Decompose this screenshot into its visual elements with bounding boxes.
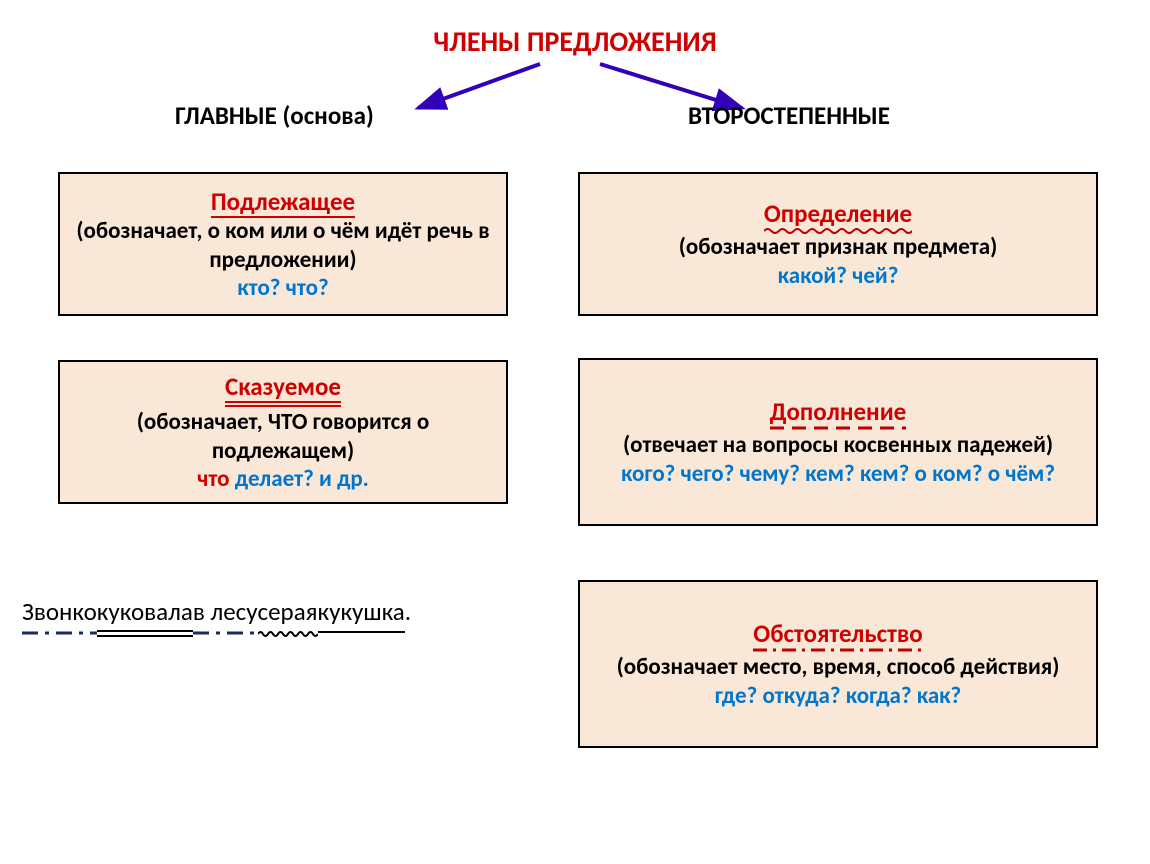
box-subject-desc: (обозначает, о ком или о чём идёт речь в… xyxy=(68,217,498,275)
example-word: кукушка xyxy=(318,596,405,627)
example-sentence: Звонко куковала в лесу серая кукушка. xyxy=(22,596,411,627)
box-dopolnenie-desc: (отвечает на вопросы косвенных падежей) xyxy=(623,431,1053,460)
box-predicate-q-red: что xyxy=(197,465,235,493)
example-underline-solid-icon xyxy=(318,629,405,643)
underline-double-icon xyxy=(225,400,341,408)
example-word: Звонко xyxy=(22,596,97,627)
example-underline-wavy-icon xyxy=(258,629,318,643)
box-predicate-q-blue: делает? и др. xyxy=(235,465,369,493)
box-obst-heading: Обстоятельство xyxy=(753,618,922,649)
arrow-left xyxy=(418,64,540,108)
box-predicate: Сказуемое (обозначает, ЧТО говорится о п… xyxy=(58,360,508,504)
box-obst-question: где? откуда? когда? как? xyxy=(715,682,961,710)
box-dopolnenie-question: кого? чего? чему? кем? кем? о ком? о чём… xyxy=(621,460,1055,488)
example-word: куковала xyxy=(97,596,193,627)
underline-solid-icon xyxy=(211,215,355,219)
example-word: серая xyxy=(258,596,318,627)
box-obstoyatelstvo: Обстоятельство (обозначает место, время,… xyxy=(578,580,1098,748)
box-predicate-question: что делает? и др. xyxy=(197,465,369,493)
page-root: ЧЛЕНЫ ПРЕДЛОЖЕНИЯ ГЛАВНЫЕ (основа) ВТОРО… xyxy=(0,0,1150,864)
example-word: . xyxy=(405,596,411,627)
box-opredelenie-heading: Определение xyxy=(764,198,912,229)
branch-arrows xyxy=(0,0,1150,150)
example-underline-double-icon xyxy=(97,629,193,643)
box-dopolnenie: Дополнение (отвечает на вопросы косвенны… xyxy=(578,358,1098,526)
box-subject-question: кто? что? xyxy=(237,274,328,302)
box-predicate-desc: (обозначает, ЧТО говорится о подлежащем) xyxy=(68,408,498,466)
example-word: в лесу xyxy=(193,596,258,627)
example-underline-dashdot-icon xyxy=(22,629,97,643)
box-predicate-heading: Сказуемое xyxy=(225,371,341,402)
box-subject-heading: Подлежащее xyxy=(211,186,355,217)
box-opredelenie-question: какой? чей? xyxy=(778,262,899,290)
box-obst-desc: (обозначает место, время, способ действи… xyxy=(617,653,1060,682)
underline-dashed-icon xyxy=(770,425,906,431)
right-branch-title: ВТОРОСТЕПЕННЫЕ xyxy=(688,100,890,131)
box-opredelenie-desc: (обозначает признак предмета) xyxy=(679,233,998,262)
box-dopolnenie-heading: Дополнение xyxy=(770,396,906,427)
box-opredelenie: Определение (обозначает признак предмета… xyxy=(578,172,1098,316)
example-underline-dashdot-icon xyxy=(193,629,258,643)
left-branch-title: ГЛАВНЫЕ (основа) xyxy=(175,100,374,131)
underline-dashdot-icon xyxy=(753,647,922,653)
underline-wavy-icon xyxy=(764,227,912,235)
box-subject: Подлежащее (обозначает, о ком или о чём … xyxy=(58,172,508,316)
